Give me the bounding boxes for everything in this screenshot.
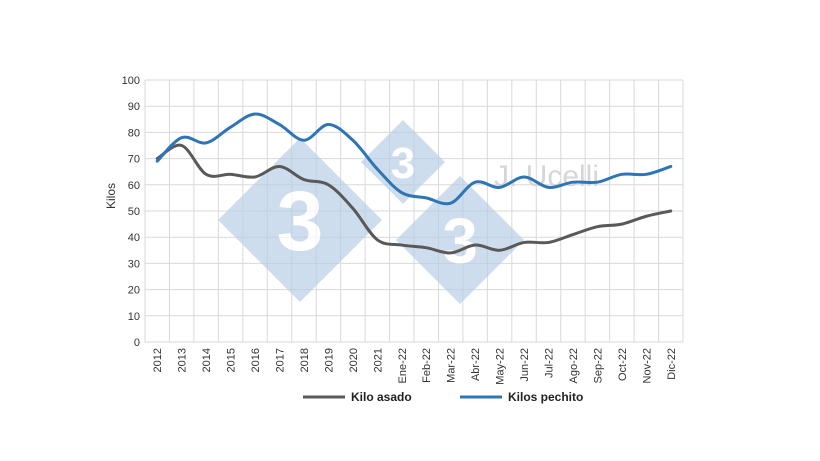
series-line-kilos-pechito — [155, 112, 673, 206]
x-tick-label: 2018 — [299, 348, 311, 372]
y-tick-label: 60 — [128, 180, 140, 192]
x-tick-label: 2013 — [177, 348, 189, 372]
x-tick-label: May-22 — [495, 348, 507, 385]
x-tick-label: Mar-22 — [446, 348, 458, 383]
watermark-numeral: 3 — [277, 174, 324, 268]
watermark-numeral: 3 — [442, 205, 478, 277]
x-tick-label: 2017 — [275, 348, 287, 372]
x-tick-label: Jun-22 — [519, 348, 531, 382]
x-tick-label: Feb-22 — [421, 348, 433, 383]
y-axis-ticks: 0 10 20 30 40 50 60 70 80 90 100 — [122, 75, 140, 349]
watermark-numeral: 3 — [391, 139, 415, 188]
x-tick-label: 2016 — [250, 348, 262, 372]
watermark-diamond: 3 — [361, 120, 445, 204]
y-tick-label: 100 — [122, 75, 140, 87]
x-tick-label: Abr-22 — [470, 348, 482, 381]
y-tick-label: 40 — [128, 232, 140, 244]
watermark-diamond: 3 — [218, 138, 382, 302]
x-tick-label: Oct-22 — [617, 348, 629, 381]
watermark-logo: 333 — [218, 120, 524, 304]
y-axis-label: Kilos — [104, 183, 118, 209]
y-tick-label: 80 — [128, 127, 140, 139]
x-tick-label: 2012 — [152, 348, 164, 372]
y-tick-label: 90 — [128, 101, 140, 113]
legend: Kilo asado Kilos pechito — [303, 390, 583, 404]
watermark-diamond: 3 — [396, 176, 524, 304]
x-tick-label: Jul-22 — [544, 348, 556, 378]
x-tick-label: 2015 — [226, 348, 238, 372]
x-tick-label: Ene-22 — [397, 348, 409, 383]
x-tick-label: 2019 — [323, 348, 335, 372]
legend-label: Kilo asado — [351, 390, 412, 404]
series-layer — [155, 112, 673, 255]
y-tick-label: 70 — [128, 154, 140, 166]
y-tick-label: 20 — [128, 285, 140, 297]
series-line-kilo-asado — [155, 143, 673, 255]
x-tick-label: Sep-22 — [592, 348, 604, 383]
legend-item: Kilo asado — [303, 390, 412, 404]
x-tick-label: 2014 — [201, 348, 213, 372]
x-tick-label: Nov-22 — [641, 348, 653, 383]
legend-label: Kilos pechito — [508, 390, 583, 404]
y-tick-label: 10 — [128, 311, 140, 323]
legend-item: Kilos pechito — [460, 390, 583, 404]
x-axis-ticks: 2012 2013 2014 2015 2016 2017 2018 2019 2020 2021… — [152, 348, 678, 385]
x-tick-label: Ago-22 — [568, 348, 580, 383]
y-tick-label: 30 — [128, 258, 140, 270]
x-tick-label: 2021 — [372, 348, 384, 372]
y-tick-label: 0 — [134, 337, 140, 349]
y-tick-label: 50 — [128, 206, 140, 218]
x-tick-label: Dic-22 — [666, 348, 678, 380]
x-tick-label: 2020 — [348, 348, 360, 372]
grid-lines — [144, 79, 684, 343]
